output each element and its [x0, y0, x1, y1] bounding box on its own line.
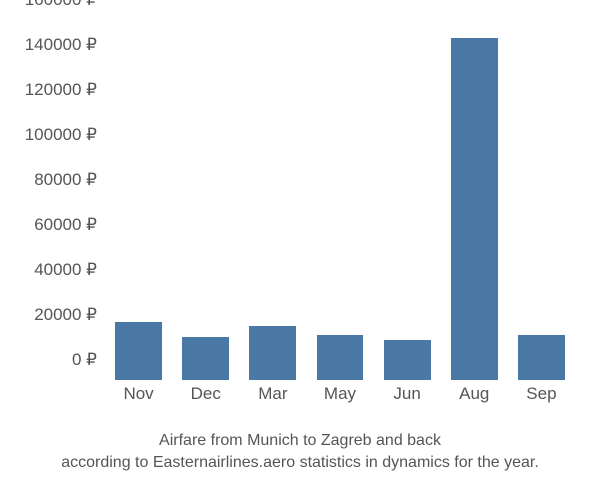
- caption-line-2: according to Easternairlines.aero statis…: [61, 454, 539, 471]
- y-tick-label: 40000 ₽: [34, 260, 97, 280]
- y-tick-label: 60000 ₽: [34, 215, 97, 235]
- bar-slot: [374, 20, 441, 380]
- bar: [115, 322, 162, 381]
- y-tick-label: 100000 ₽: [25, 125, 97, 145]
- y-tick-label: 160000 ₽: [25, 0, 97, 10]
- bar: [182, 337, 229, 380]
- x-tick-label: Jun: [374, 384, 441, 414]
- bars-group: [105, 20, 575, 380]
- bar: [518, 335, 565, 380]
- x-axis-labels: NovDecMarMayJunAugSep: [105, 384, 575, 414]
- y-tick-label: 0 ₽: [72, 350, 97, 370]
- x-tick-label: Mar: [239, 384, 306, 414]
- bar: [249, 326, 296, 380]
- bar-slot: [105, 20, 172, 380]
- bar-slot: [441, 20, 508, 380]
- bar-slot: [508, 20, 575, 380]
- y-tick-label: 140000 ₽: [25, 35, 97, 55]
- bar-slot: [172, 20, 239, 380]
- caption-line-1: Airfare from Munich to Zagreb and back: [159, 432, 441, 449]
- bar: [451, 38, 498, 380]
- baseline: [105, 379, 575, 380]
- chart-container: 0 ₽ 20000 ₽ 40000 ₽ 60000 ₽ 80000 ₽ 100000 ₽ 1…: [0, 0, 600, 500]
- chart-caption: Airfare from Munich to Zagreb and back a…: [0, 430, 600, 473]
- x-tick-label: Sep: [508, 384, 575, 414]
- x-tick-label: Nov: [105, 384, 172, 414]
- y-tick-label: 20000 ₽: [34, 305, 97, 325]
- x-tick-label: Dec: [172, 384, 239, 414]
- x-tick-label: May: [306, 384, 373, 414]
- x-tick-label: Aug: [441, 384, 508, 414]
- bar: [384, 340, 431, 381]
- plot-area: 0 ₽20000 ₽40000 ₽60000 ₽80000 ₽100000 ₽1…: [105, 20, 575, 380]
- bar-slot: [239, 20, 306, 380]
- y-tick-label: 80000 ₽: [34, 170, 97, 190]
- y-tick-label: 120000 ₽: [25, 80, 97, 100]
- bar-slot: [306, 20, 373, 380]
- bar: [317, 335, 364, 380]
